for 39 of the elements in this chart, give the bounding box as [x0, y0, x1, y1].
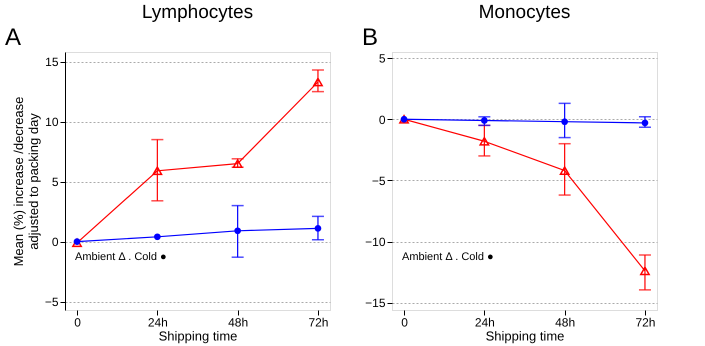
y-tick-label: 0: [378, 112, 386, 127]
y-tick-label: 0: [52, 235, 59, 250]
x-tick-label: 24h: [148, 316, 168, 330]
x-tick-label: 48h: [555, 316, 576, 330]
chart-title: Monocytes: [478, 2, 570, 23]
x-tick-label: 72h: [308, 316, 328, 330]
point: [234, 227, 242, 234]
y-tick-label: 10: [45, 115, 59, 130]
text: B: [362, 24, 378, 51]
x-axis-title: Shipping time: [486, 328, 564, 344]
y-tick-label: −5: [44, 295, 59, 310]
point: [560, 166, 570, 175]
x-tick-label: 0: [74, 316, 82, 330]
y-tick-label: 15: [45, 55, 59, 70]
annotation: Ambient Δ . Cold ●: [75, 251, 167, 263]
point: [154, 233, 161, 240]
y-tick-label: −15: [365, 296, 386, 310]
point: [640, 266, 650, 276]
x-tick-label: 24h: [474, 316, 495, 330]
point: [313, 78, 323, 86]
x-tick-label: 72h: [635, 316, 656, 330]
text: A: [5, 24, 22, 51]
point: [480, 117, 488, 124]
x-axis-title: Shipping time: [158, 328, 238, 344]
point: [642, 120, 648, 126]
y-tick-label: −5: [372, 174, 386, 188]
y-tick-label: 5: [52, 175, 59, 190]
point: [314, 225, 322, 232]
x-tick-label: 48h: [228, 316, 248, 330]
annotation: Ambient Δ . Cold ●: [402, 251, 494, 263]
point: [152, 166, 162, 176]
point: [479, 136, 490, 146]
point: [72, 238, 82, 248]
point: [561, 118, 568, 126]
y-axis-title: Mean (%) increase /decrease adjusted to packing day: [10, 96, 41, 266]
y-tick-label: 5: [378, 52, 386, 66]
chart-title: Lymphocytes: [142, 2, 254, 23]
x-tick-label: 0: [401, 316, 408, 330]
y-tick-label: −10: [365, 235, 386, 250]
